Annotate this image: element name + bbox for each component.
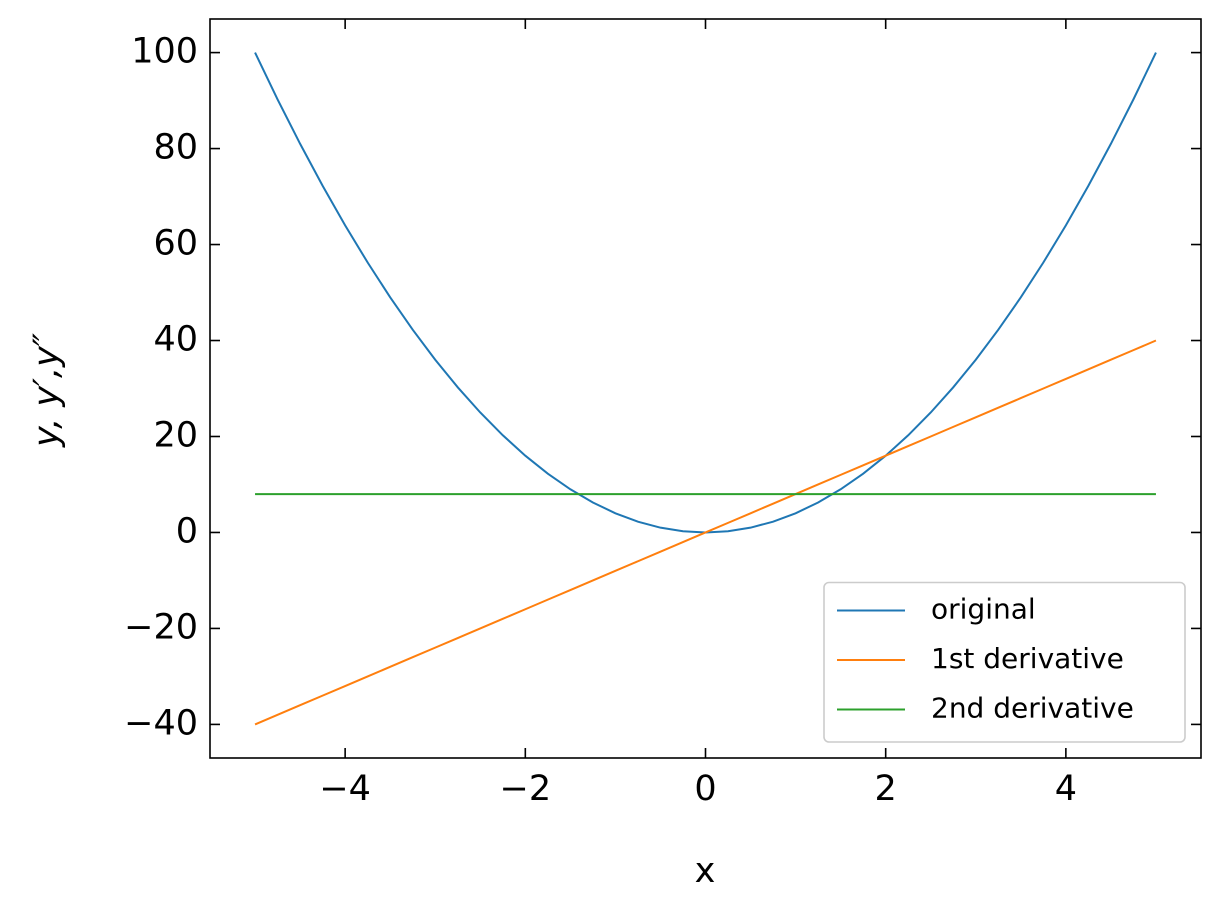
x-tick-label: 4 [1055,769,1077,809]
y-tick-label: −40 [124,703,198,743]
y-tick-label: 20 [153,415,198,455]
x-tick-label: −2 [500,769,552,809]
y-tick-label: −20 [124,607,198,647]
x-tick-label: 0 [694,769,716,809]
y-tick-label: 100 [131,32,198,72]
y-axis-label: y, y′,y″ [27,333,67,448]
legend-label: original [931,593,1036,626]
y-tick-label: 40 [153,320,198,360]
y-tick-label: 0 [176,511,198,551]
x-tick-label: 2 [875,769,897,809]
y-tick-label: 60 [153,224,198,264]
x-axis-label: x [695,851,716,891]
legend: original 1st derivative 2nd derivative [823,581,1186,743]
y-tick-label: 80 [153,128,198,168]
x-tick-label: −4 [319,769,371,809]
data-line [254,339,1157,726]
legend-label: 2nd derivative [931,692,1134,725]
data-line [254,52,1157,534]
legend-label: 1st derivative [931,642,1124,675]
legend-box [823,581,1186,743]
